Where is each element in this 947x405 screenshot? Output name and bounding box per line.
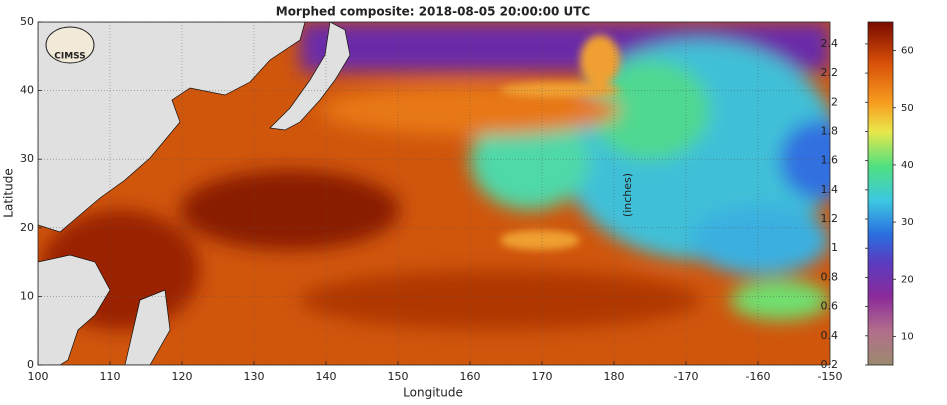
colorbar-tick-label: 2.4 bbox=[821, 37, 839, 50]
colorbar-mm-tick-label: 50 bbox=[901, 103, 914, 114]
x-axis-label: Longitude bbox=[403, 386, 463, 400]
y-tick-label: 50 bbox=[20, 15, 34, 28]
y-axis-label: Latitude bbox=[2, 168, 16, 217]
x-tick-label: 120 bbox=[172, 370, 193, 383]
colorbar-mm-tick-label: 40 bbox=[901, 160, 914, 171]
x-tick-label: 130 bbox=[244, 370, 265, 383]
logo-text: CIMSS bbox=[54, 52, 85, 62]
x-tick-label: -170 bbox=[674, 370, 699, 383]
colorbar-tick-label: 0.8 bbox=[821, 270, 839, 283]
x-tick-label: 170 bbox=[532, 370, 553, 383]
y-tick-label: 0 bbox=[27, 358, 34, 371]
x-tick-label: 140 bbox=[316, 370, 337, 383]
x-tick-label: 150 bbox=[388, 370, 409, 383]
x-tick-label: -160 bbox=[746, 370, 771, 383]
colorbar-mm-tick-label: 10 bbox=[901, 331, 914, 342]
colorbar-tick-label: 0.2 bbox=[821, 358, 839, 371]
colorbar-mm-tick-label: 30 bbox=[901, 217, 914, 228]
colorbar-tick-label: 0.6 bbox=[821, 300, 839, 313]
title: Morphed composite: 2018-08-05 20:00:00 U… bbox=[276, 5, 591, 19]
y-tick-label: 40 bbox=[20, 84, 34, 97]
x-tick-label: 160 bbox=[460, 370, 481, 383]
logo: CIMSS bbox=[45, 26, 95, 64]
colorbar-mm-tick-label: 60 bbox=[901, 46, 914, 57]
colorbar bbox=[867, 21, 894, 366]
colorbar-tick-label: 1.8 bbox=[821, 124, 839, 137]
colorbar-tick-label: 2.2 bbox=[821, 66, 839, 79]
x-tick-label: 180 bbox=[604, 370, 625, 383]
colorbar-tick-label: 1.4 bbox=[821, 183, 839, 196]
y-tick-label: 30 bbox=[20, 152, 34, 165]
colorbar-label: (inches) bbox=[621, 173, 634, 217]
colorbar-tick-label: 1.2 bbox=[821, 212, 839, 225]
y-tick-label: 10 bbox=[20, 289, 34, 302]
map-image bbox=[38, 22, 830, 365]
colorbar-tick-label: 1 bbox=[831, 241, 838, 254]
x-tick-label: 100 bbox=[28, 370, 49, 383]
x-tick-label: -150 bbox=[818, 370, 843, 383]
x-tick-label: 110 bbox=[100, 370, 121, 383]
y-tick-label: 20 bbox=[20, 221, 34, 234]
colorbar-tick-label: 0.4 bbox=[821, 329, 839, 342]
colorbar-tick-label: 2 bbox=[831, 95, 838, 108]
colorbar-mm-tick-label: 20 bbox=[901, 274, 914, 285]
colorbar-tick-label: 1.6 bbox=[821, 154, 839, 167]
